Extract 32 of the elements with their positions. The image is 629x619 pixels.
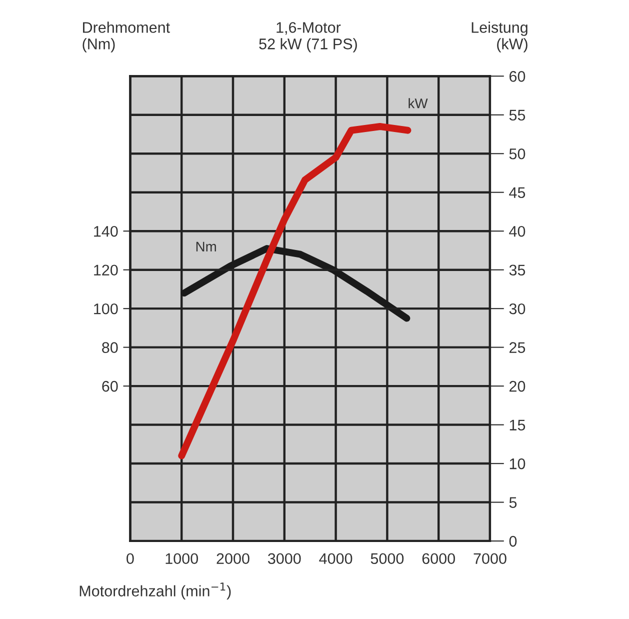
x-tick-label: 1000 [166, 553, 198, 564]
y-tick-label: 80 [102, 342, 118, 353]
y2-axis-title: Leistung (kW) [472, 22, 528, 52]
y2-tick-label: 55 [509, 110, 526, 121]
y-tick-label: 140 [94, 226, 118, 237]
y2-tick-label: 40 [509, 226, 526, 237]
y2-tick-label: 30 [509, 303, 526, 314]
y2-tick-label: 10 [510, 458, 526, 470]
x-tick-label: 4000 [319, 553, 352, 564]
x-tick-label: 6000 [422, 553, 455, 564]
chart-title: 1,6-Motor 52 kW (71 PS) [259, 22, 357, 52]
y2-tick-label: 50 [509, 148, 526, 160]
y2-tick-label: 0 [509, 536, 517, 547]
y2-tick-label: 5 [509, 497, 517, 508]
x-axis-title: Motordrehzahl (min$^{−1}$) [80, 582, 231, 600]
y2-tick-label: 35 [509, 264, 526, 276]
x-tick-label: 3000 [268, 553, 301, 564]
x-tick-label: 5000 [370, 553, 404, 564]
y-tick-label: 120 [94, 264, 118, 276]
x-tick-label: 7000 [474, 553, 506, 564]
y-tick-label: 100 [94, 303, 118, 314]
y-axis-title: Drehmoment (Nm) [82, 22, 170, 52]
y-tick-label: 60 [102, 380, 118, 392]
y2-tick-label: 60 [510, 71, 526, 82]
x-tick-label: 0 [126, 553, 134, 564]
x-tick-label: 2000 [216, 553, 250, 564]
y2-tick-label: 25 [510, 342, 526, 353]
y2-tick-label: 15 [510, 420, 526, 430]
series-label: Nm [196, 242, 216, 252]
series-label: kW [408, 98, 428, 108]
y2-tick-label: 20 [510, 380, 526, 392]
y2-tick-label: 45 [509, 187, 526, 198]
